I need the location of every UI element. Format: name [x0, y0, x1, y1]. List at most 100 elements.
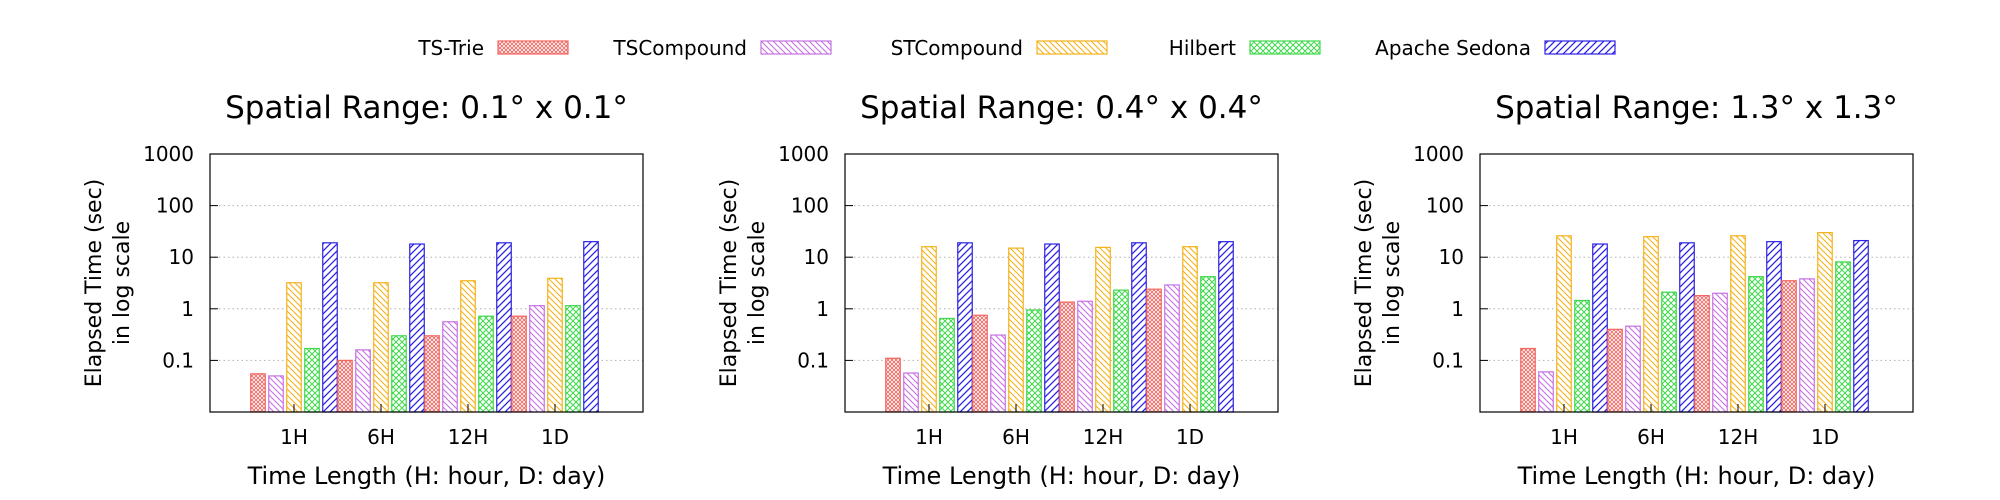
bar-apache-sedona-12h: [1131, 242, 1147, 413]
x-axis-label: Time Length (H: hour, D: day): [882, 462, 1241, 490]
y-tick-label: 0.1: [162, 348, 194, 372]
legend-label: TS-Trie: [417, 36, 484, 60]
y-tick-label: 0.1: [797, 348, 829, 372]
y-tick-label: 10: [169, 245, 194, 269]
y-tick-label: 1000: [778, 142, 829, 166]
bar-apache-sedona-1d: [583, 241, 599, 413]
y-axis-label: Elapsed Time (sec): [717, 179, 742, 388]
bar-hilbert-12h: [1113, 289, 1129, 413]
bar-hilbert-12h: [1748, 276, 1764, 413]
bar-hilbert-1d: [565, 305, 581, 413]
bar-stcompound-6h: [1643, 236, 1659, 413]
legend-item-tscompound: TSCompound: [612, 36, 832, 60]
x-tick-label: 12H: [1718, 425, 1759, 449]
bar-tscompound-12h: [1712, 292, 1728, 413]
y-axis-label: Elapsed Time (sec): [82, 179, 107, 388]
bar-apache-sedona-6h: [409, 243, 425, 413]
bar-apache-sedona-1h: [957, 242, 973, 413]
legend-swatch: [760, 40, 832, 55]
legend-label: STCompound: [891, 36, 1023, 60]
legend-item-hilbert: Hilbert: [1169, 36, 1321, 60]
y-axis-label: Elapsed Time (sec): [1352, 179, 1377, 388]
bar-ts-trie-12h: [424, 335, 440, 413]
bar-apache-sedona-1h: [322, 242, 338, 413]
bar-stcompound-12h: [1730, 235, 1746, 413]
y-tick-label: 100: [1426, 194, 1464, 218]
chart-panel-3: Spatial Range: 1.3° x 1.3° 0.1 1 10 100 1000 1…: [1352, 90, 1914, 490]
chart-panel-1: Spatial Range: 0.1° x 0.1° 0.1 1 10 100 1000 1…: [82, 90, 644, 490]
x-tick-label: 6H: [1637, 425, 1665, 449]
chart-title: Spatial Range: 0.1° x 0.1°: [225, 90, 628, 126]
chart-panels: Spatial Range: 0.1° x 0.1° 0.1 1 10 100 1000 1…: [82, 90, 1914, 490]
y-axis-label: in log scale: [745, 221, 770, 345]
x-tick-label: 6H: [1002, 425, 1030, 449]
bar-tscompound-1d: [529, 305, 545, 413]
bar-tscompound-1h: [268, 375, 284, 413]
legend-swatch: [1036, 40, 1108, 55]
bar-stcompound-1d: [547, 277, 563, 413]
bar-tscompound-6h: [1625, 325, 1641, 413]
bar-ts-trie-1d: [1781, 280, 1797, 413]
bar-apache-sedona-6h: [1044, 243, 1060, 413]
bar-ts-trie-6h: [337, 359, 353, 413]
x-tick-label: 6H: [367, 425, 395, 449]
bar-ts-trie-12h: [1059, 301, 1075, 413]
x-tick-label: 1H: [280, 425, 308, 449]
x-tick-label: 12H: [448, 425, 489, 449]
chart-panel-2: Spatial Range: 0.4° x 0.4° 0.1 1 10 100 1000 1…: [717, 90, 1279, 490]
bar-ts-trie-6h: [1607, 328, 1623, 413]
chart-title: Spatial Range: 1.3° x 1.3°: [1495, 90, 1898, 126]
legend-label: Apache Sedona: [1375, 36, 1531, 60]
legend-swatch: [497, 40, 569, 55]
bar-tscompound-6h: [990, 334, 1006, 413]
bar-tscompound-12h: [442, 321, 458, 413]
y-tick-label: 0.1: [1432, 348, 1464, 372]
bar-hilbert-6h: [1026, 309, 1042, 413]
y-axis-label: in log scale: [110, 221, 135, 345]
legend-item-apache-sedona: Apache Sedona: [1375, 36, 1616, 60]
plot-frame: [844, 153, 1279, 413]
x-tick-label: 1H: [915, 425, 943, 449]
chart-title: Spatial Range: 0.4° x 0.4°: [860, 90, 1263, 126]
bar-hilbert-1d: [1835, 261, 1851, 413]
legend-item-ts-trie: TS-Trie: [417, 36, 569, 60]
bar-apache-sedona-1d: [1853, 239, 1869, 413]
bar-ts-trie-6h: [972, 314, 988, 413]
bar-stcompound-12h: [460, 280, 476, 413]
bar-tscompound-1h: [903, 372, 919, 413]
bar-stcompound-6h: [373, 282, 389, 413]
bar-tscompound-12h: [1077, 300, 1093, 413]
legend: TS-Trie TSCompound STCompound Hilbert Apache…: [417, 36, 1616, 60]
y-tick-label: 1: [816, 297, 829, 321]
bar-ts-trie-1d: [511, 315, 527, 413]
x-tick-label: 1D: [1176, 425, 1204, 449]
bar-stcompound-1h: [286, 282, 302, 413]
y-tick-label: 1000: [1413, 142, 1464, 166]
y-tick-label: 1: [181, 297, 194, 321]
y-tick-label: 100: [156, 194, 194, 218]
bar-stcompound-6h: [1008, 247, 1024, 413]
bar-tscompound-1d: [1799, 278, 1815, 413]
y-axis-label: in log scale: [1380, 221, 1405, 345]
bar-hilbert-1h: [304, 347, 320, 413]
bar-hilbert-6h: [1661, 291, 1677, 413]
bar-apache-sedona-6h: [1679, 242, 1695, 413]
bar-apache-sedona-1h: [1592, 243, 1608, 413]
bar-tscompound-6h: [355, 349, 371, 413]
bar-ts-trie-1h: [250, 373, 266, 413]
legend-swatch: [1544, 40, 1616, 55]
x-tick-label: 1H: [1550, 425, 1578, 449]
x-tick-label: 1D: [1811, 425, 1839, 449]
plot-frame: [209, 153, 644, 413]
bar-stcompound-1d: [1817, 231, 1833, 413]
y-tick-label: 100: [791, 194, 829, 218]
x-tick-label: 12H: [1083, 425, 1124, 449]
bar-ts-trie-1h: [885, 357, 901, 413]
bar-ts-trie-1h: [1520, 347, 1536, 413]
bar-stcompound-1h: [921, 246, 937, 413]
bar-hilbert-1h: [1574, 299, 1590, 413]
plot-frame: [1479, 153, 1914, 413]
y-tick-label: 1: [1451, 297, 1464, 321]
bar-ts-trie-12h: [1694, 295, 1710, 413]
